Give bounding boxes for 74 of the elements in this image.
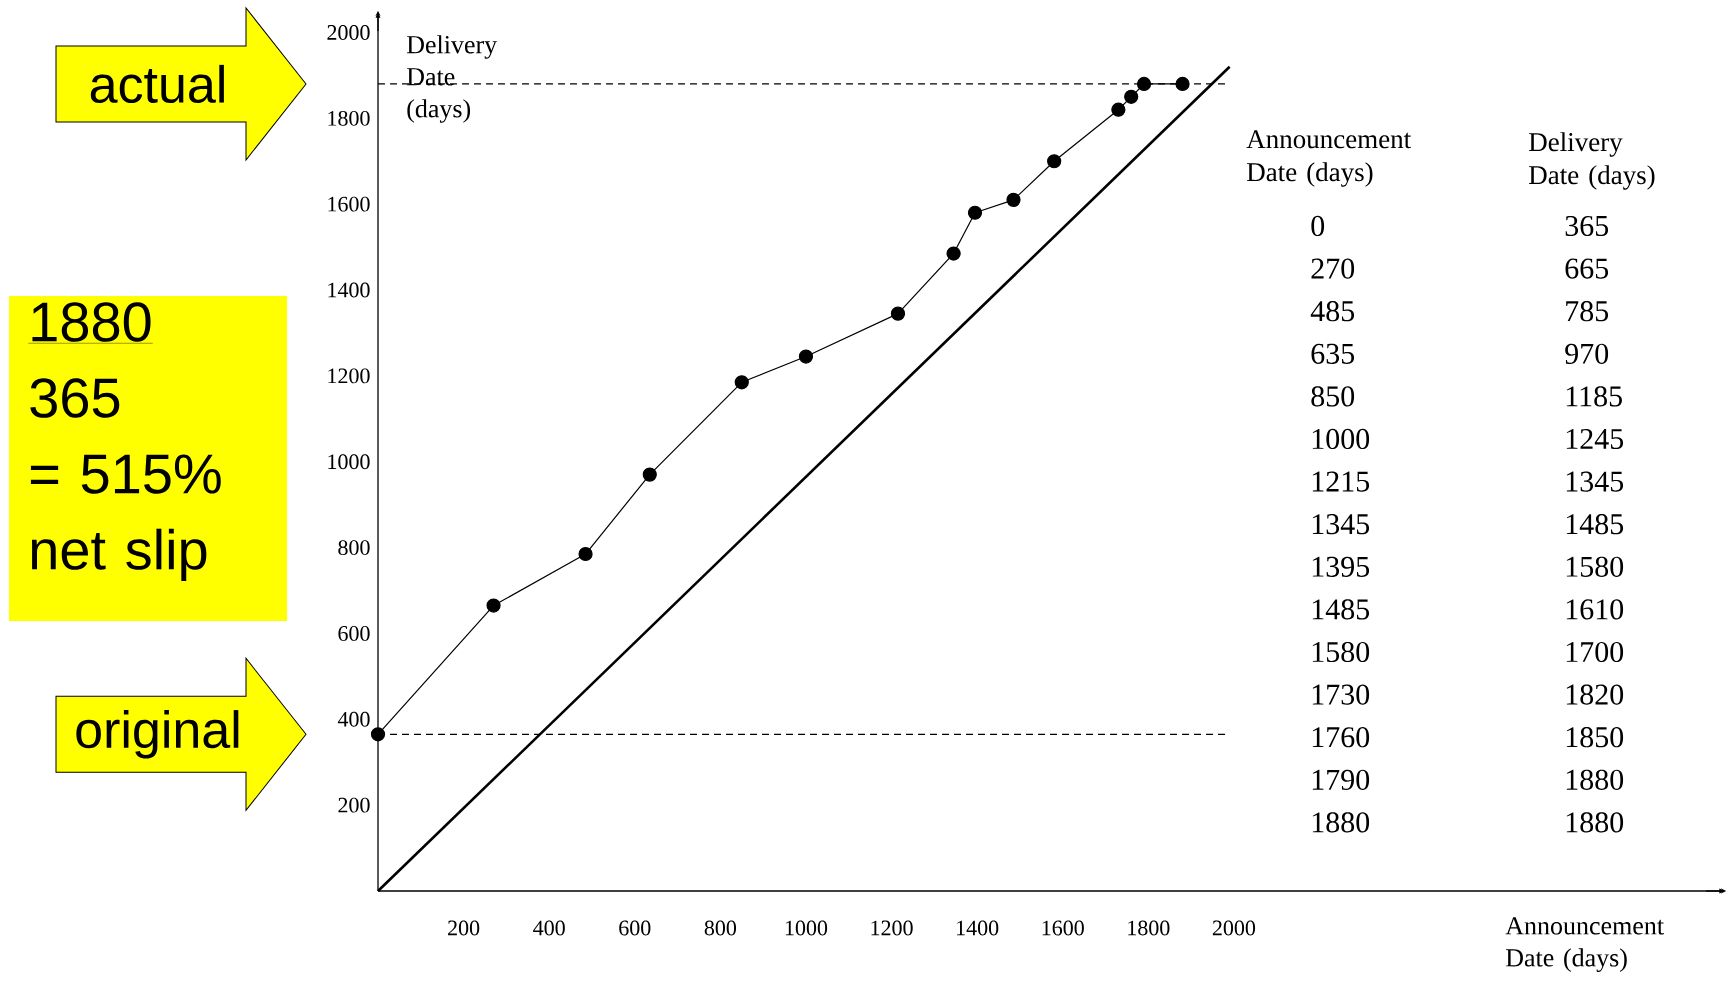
annotation: 1880 bbox=[1566, 769, 1624, 790]
y-tick-label: 1400 bbox=[328, 282, 370, 298]
text: = 515% net slip bbox=[30, 454, 221, 581]
x-tick-label: 800 bbox=[704, 920, 737, 936]
ref-line-label: actual bbox=[90, 64, 224, 104]
x-tick-label: 1000 bbox=[785, 920, 828, 936]
annotation: 970 bbox=[1565, 343, 1609, 364]
y-axis-title: Delivery Date (days) bbox=[406, 35, 498, 123]
point bbox=[1136, 76, 1152, 92]
point bbox=[967, 205, 983, 220]
annotation: 665 bbox=[1565, 258, 1609, 279]
point bbox=[1124, 89, 1139, 104]
y-tick-label: 600 bbox=[338, 626, 370, 641]
x-tick-label: 400 bbox=[533, 920, 565, 936]
annotation: 365 bbox=[1565, 215, 1609, 237]
annotation: 1345 bbox=[1566, 471, 1624, 492]
annotation: 1880 bbox=[1566, 812, 1624, 833]
annotation: 850 bbox=[1311, 386, 1355, 407]
annotation: 1580 bbox=[1566, 556, 1624, 577]
y-tick-label: 1000 bbox=[328, 454, 370, 470]
point bbox=[370, 727, 386, 742]
y-tick-label: 400 bbox=[337, 711, 370, 727]
annotation: 1395 bbox=[1312, 556, 1370, 577]
annotation: 1485 bbox=[1312, 599, 1370, 620]
annotation: 1215 bbox=[1312, 471, 1370, 492]
y-tick-label: 800 bbox=[338, 540, 370, 556]
point bbox=[486, 598, 501, 613]
annotation: 1880 bbox=[1312, 812, 1370, 833]
x-tick-label: 600 bbox=[619, 920, 651, 936]
annotation: 1485 bbox=[1566, 514, 1624, 535]
annotation: 1345 bbox=[1312, 514, 1370, 535]
x-tick-label: 200 bbox=[448, 920, 480, 936]
point bbox=[734, 375, 749, 390]
point bbox=[890, 306, 906, 321]
x-tick-label: 2000 bbox=[1212, 920, 1256, 936]
annotation: 635 bbox=[1311, 343, 1355, 364]
annotation: 485 bbox=[1310, 301, 1355, 322]
x-tick-label: 1800 bbox=[1128, 920, 1170, 936]
annotation: 1000 bbox=[1312, 428, 1370, 450]
text: 365 bbox=[30, 378, 120, 418]
y-tick-label: 200 bbox=[338, 797, 370, 813]
point bbox=[1006, 192, 1021, 207]
x-tick-label: 1400 bbox=[957, 920, 999, 936]
point bbox=[1175, 76, 1190, 92]
annotation: 1790 bbox=[1312, 769, 1370, 790]
point bbox=[798, 349, 814, 364]
annotation: 1700 bbox=[1566, 641, 1624, 663]
point bbox=[1047, 154, 1062, 169]
x-tick-label: 1200 bbox=[871, 920, 913, 936]
annotation: 785 bbox=[1566, 301, 1609, 322]
annotation: 1245 bbox=[1566, 428, 1624, 450]
annotation: 1610 bbox=[1566, 599, 1624, 620]
y-tick-label: 1600 bbox=[328, 196, 370, 212]
annotation: 1580 bbox=[1312, 641, 1370, 663]
annotation: 270 bbox=[1311, 258, 1355, 279]
y-tick-label: 1800 bbox=[328, 110, 370, 126]
annotation: Delivery Date (days) bbox=[1529, 132, 1655, 190]
point bbox=[1111, 102, 1126, 117]
annotation: 0 bbox=[1311, 215, 1325, 237]
annotation: 1820 bbox=[1566, 684, 1624, 705]
x-axis-title: Announcement Date (days) bbox=[1505, 917, 1664, 972]
y-tick-label: 1200 bbox=[328, 368, 370, 384]
annotation: 1850 bbox=[1566, 727, 1624, 748]
x-tick-label: 1600 bbox=[1042, 920, 1084, 936]
annotation: 1730 bbox=[1312, 684, 1370, 705]
y-tick-label: 2000 bbox=[327, 25, 370, 40]
point bbox=[578, 546, 593, 562]
point bbox=[642, 467, 657, 482]
ref-line-label: original bbox=[76, 710, 239, 759]
annotation: 1760 bbox=[1312, 727, 1370, 748]
point bbox=[946, 246, 961, 261]
annotation: 1185 bbox=[1566, 386, 1622, 407]
annotation: Announcement Date (days) bbox=[1246, 130, 1412, 187]
text: 1880 bbox=[32, 302, 151, 342]
